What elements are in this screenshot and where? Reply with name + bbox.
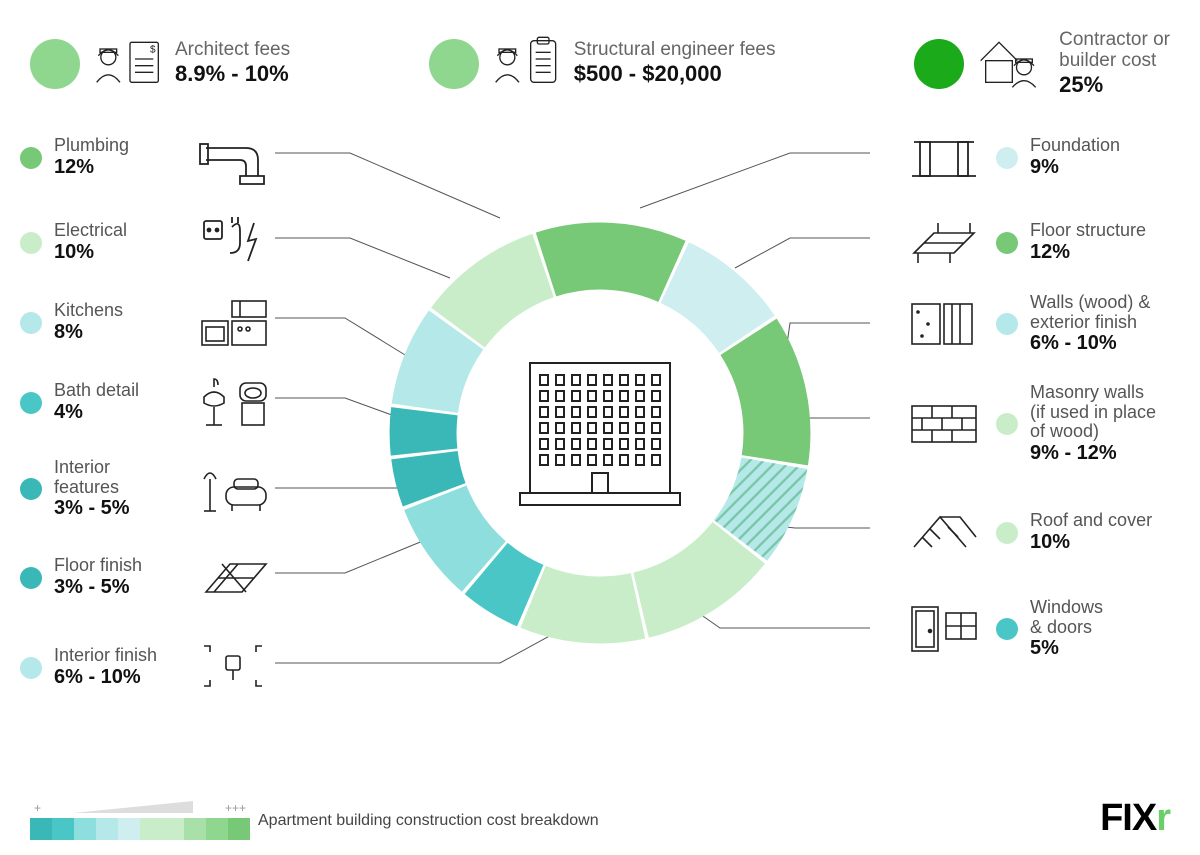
architect-fees-item: $ Architect fees 8.9% - 10% <box>30 30 290 98</box>
interior-finish-icon <box>196 638 276 698</box>
value: 8% <box>54 321 184 344</box>
footer: ++++ Apartment building construction cos… <box>0 787 1200 855</box>
label: Floor structure <box>1030 221 1180 241</box>
roof-item: Roof and cover10% <box>904 503 1180 563</box>
value: 8.9% - 10% <box>175 61 290 87</box>
label: Walls (wood) & exterior finish <box>1030 293 1180 333</box>
dot <box>30 39 80 89</box>
electrical-icon <box>196 213 276 273</box>
walls-icon <box>904 294 984 354</box>
label: Bath detail <box>54 381 184 401</box>
contractor-cost-item: Contractor or builder cost 25% <box>914 30 1170 98</box>
label: Roof and cover <box>1030 511 1180 531</box>
label: Plumbing <box>54 136 184 156</box>
dot <box>20 567 42 589</box>
text: Contractor or builder cost 25% <box>1059 30 1170 98</box>
windows-doors-item: Windows & doors5% <box>904 598 1180 661</box>
label: Kitchens <box>54 301 184 321</box>
value: 12% <box>1030 241 1180 264</box>
dot <box>996 522 1018 544</box>
plumbing-icon <box>196 128 276 188</box>
footer-left: ++++ Apartment building construction cos… <box>30 801 599 840</box>
dot <box>996 232 1018 254</box>
dot <box>20 478 42 500</box>
dot <box>20 392 42 414</box>
masonry-item: Masonry walls (if used in place of wood)… <box>904 383 1180 465</box>
dot <box>996 147 1018 169</box>
label: Interior features <box>54 458 184 498</box>
value: 3% - 5% <box>54 497 184 520</box>
dot <box>914 39 964 89</box>
scale-labels: ++++ <box>30 801 250 815</box>
value: 3% - 5% <box>54 576 184 599</box>
building-icon <box>500 343 700 523</box>
windows-doors-icon <box>904 599 984 659</box>
floor-structure-item: Floor structure12% <box>904 213 1180 273</box>
value: 25% <box>1059 72 1170 98</box>
floor-structure-icon <box>904 213 984 273</box>
svg-text:$: $ <box>150 44 156 55</box>
architect-icon: $ <box>90 34 165 94</box>
interior-features-icon <box>196 459 276 519</box>
text: Architect fees 8.9% - 10% <box>175 40 290 87</box>
value: 5% <box>1030 637 1180 660</box>
dot <box>996 413 1018 435</box>
value: 10% <box>1030 531 1180 554</box>
dot <box>996 618 1018 640</box>
label: Masonry walls (if used in place of wood) <box>1030 383 1180 442</box>
logo-text: FIX <box>1100 797 1156 839</box>
value: $500 - $20,000 <box>574 61 776 87</box>
label: Floor finish <box>54 556 184 576</box>
interior-finish-item: Interior finish6% - 10% <box>20 638 276 698</box>
value: 6% - 10% <box>1030 332 1180 355</box>
label: Foundation <box>1030 136 1180 156</box>
foundation-icon <box>904 128 984 188</box>
fixr-logo: FIXr <box>1100 797 1170 840</box>
plumbing-item: Plumbing12% <box>20 128 276 188</box>
label: Windows & doors <box>1030 598 1180 638</box>
walls-item: Walls (wood) & exterior finish6% - 10% <box>904 293 1180 356</box>
interior-features-item: Interior features3% - 5% <box>20 458 276 521</box>
caption: Apartment building construction cost bre… <box>258 812 599 830</box>
dot <box>20 312 42 334</box>
foundation-item: Foundation9% <box>904 128 1180 188</box>
engineer-fees-item: Structural engineer fees $500 - $20,000 <box>429 30 776 98</box>
dot <box>996 313 1018 335</box>
dot <box>20 232 42 254</box>
value: 12% <box>54 156 184 179</box>
floor-finish-icon <box>196 548 276 608</box>
bath-icon <box>196 373 276 433</box>
label: Electrical <box>54 221 184 241</box>
dot <box>20 147 42 169</box>
kitchen-icon <box>196 293 276 353</box>
label: Architect fees <box>175 40 290 61</box>
kitchens-item: Kitchens8% <box>20 293 276 353</box>
value: 9% <box>1030 156 1180 179</box>
main-area: Plumbing12% Electrical10% Kitchens8% Bat… <box>0 108 1200 758</box>
roof-icon <box>904 503 984 563</box>
engineer-icon <box>489 34 564 94</box>
dot <box>429 39 479 89</box>
label: Contractor or builder cost <box>1059 30 1170 72</box>
label: Interior finish <box>54 646 184 666</box>
masonry-icon <box>904 394 984 454</box>
top-fees-row: $ Architect fees 8.9% - 10% Structural e… <box>0 0 1200 108</box>
value: 10% <box>54 241 184 264</box>
value: 4% <box>54 401 184 424</box>
value: 6% - 10% <box>54 666 184 689</box>
bath-item: Bath detail4% <box>20 373 276 433</box>
dot <box>20 657 42 679</box>
text: Structural engineer fees $500 - $20,000 <box>574 40 776 87</box>
label: Structural engineer fees <box>574 40 776 61</box>
electrical-item: Electrical10% <box>20 213 276 273</box>
contractor-icon <box>974 34 1049 94</box>
floor-finish-item: Floor finish3% - 5% <box>20 548 276 608</box>
scale-row <box>30 818 250 840</box>
value: 9% - 12% <box>1030 442 1180 465</box>
